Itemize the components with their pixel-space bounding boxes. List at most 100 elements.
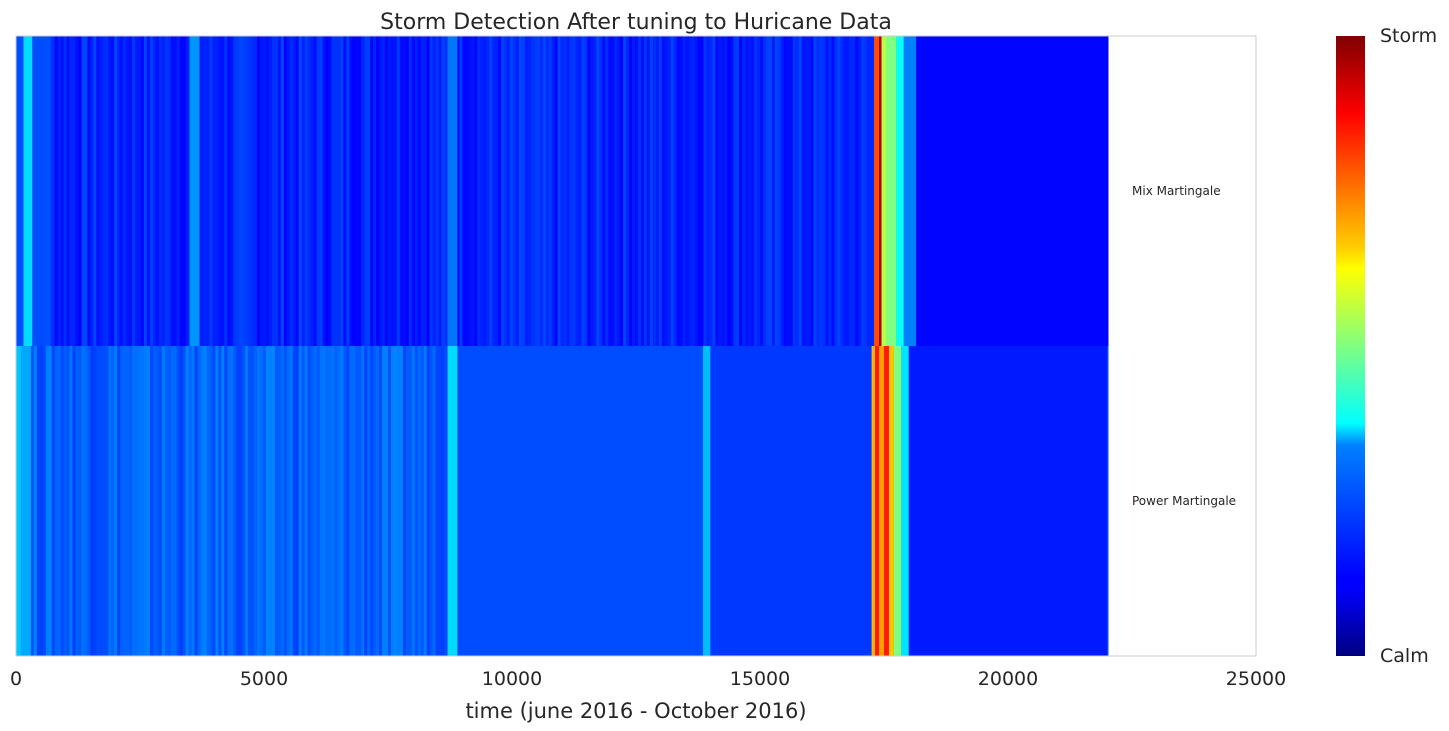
x-tick-label: 0 [10,668,22,690]
heatmap-cell [149,36,154,346]
heatmap-cell [337,346,341,656]
heatmap-cell [435,36,439,346]
heatmap-cell [379,346,383,656]
heatmap-cell [179,36,183,346]
heatmap-cell [111,36,115,346]
heatmap-cell [96,346,100,656]
heatmap-cell [554,36,558,346]
plot-frame [15,35,1257,657]
heatmap-cell [93,36,97,346]
heatmap-cell [813,36,817,346]
heatmap-cell [382,346,386,656]
heatmap-cell [498,36,502,346]
heatmap-cell [667,36,672,346]
heatmap-cell [438,36,442,346]
heatmap-cell [670,36,674,346]
heatmap-cell [343,36,347,346]
heatmap-cell [385,36,389,346]
heatmap-cell [396,346,401,656]
heatmap-cell [700,36,704,346]
heatmap-cell [72,346,76,656]
heatmap-cell [393,346,398,656]
heatmap-cell [388,346,392,656]
heatmap-cell [292,346,297,656]
heatmap-cell [867,36,871,346]
heatmap-cell [54,346,58,656]
heatmap-cell [265,346,270,656]
heatmap-cell [87,346,91,656]
heatmap-cell [694,36,698,346]
heatmap-cell [283,36,288,346]
heatmap-cell [515,36,520,346]
heatmap-cell [87,36,91,346]
heatmap-cell [236,346,240,656]
heatmap-cell [242,346,246,656]
heatmap-cell [435,346,439,656]
heatmap-cell [191,346,195,656]
heatmap-cell [593,36,597,346]
heatmap-cell [221,346,225,656]
heatmap-cell [230,346,234,656]
heatmap-cell [432,346,436,656]
heatmap-cell [84,36,88,346]
heatmap-cell [173,36,178,346]
heatmap-cell [251,36,255,346]
heatmap-cell [286,36,291,346]
heatmap-cell [99,346,103,656]
heatmap-cell [390,346,395,656]
heatmap-cell [605,36,609,346]
heatmap-cell [307,346,311,656]
x-axis-ticks: 0 5000 10000 15000 20000 25000 [10,668,1286,690]
heatmap-cell [376,346,380,656]
heatmap-cell [457,346,703,656]
heatmap-cell [102,346,106,656]
heatmap-cell [417,36,422,346]
heatmap-cell [399,36,404,346]
heatmap-cell [63,346,67,656]
heatmap-cell [408,346,413,656]
heatmap-cell [379,36,383,346]
heatmap-cell [507,36,511,346]
heatmap-cell [358,36,362,346]
heatmap-cell [602,36,606,346]
heatmap-cell [632,36,636,346]
heatmap-cell [173,346,178,656]
heatmap-cell [358,346,362,656]
heatmap-cell [54,36,58,346]
heatmap-cell [289,36,294,346]
heatmap-cell [429,36,433,346]
heatmap-cell [855,36,859,346]
heatmap-cell [32,36,51,346]
heatmap-cells [16,36,1109,656]
heatmap-cell [483,36,487,346]
heatmap-cell [916,36,1108,346]
heatmap-cell [825,36,829,346]
heatmap-cell [364,346,368,656]
heatmap-cell [373,346,377,656]
heatmap-cell [301,346,305,656]
heatmap-cell [858,36,862,346]
heatmap-cell [263,346,267,656]
heatmap-cell [471,36,475,346]
heatmap-cell [575,36,579,346]
heatmap-cell [504,36,508,346]
heatmap-cell [864,36,868,346]
heatmap-cell [444,346,448,656]
heatmap-cell [691,36,695,346]
heatmap-cell [893,346,902,656]
heatmap-cell [132,346,136,656]
heatmap-cell [263,36,267,346]
heatmap-cell [138,346,142,656]
heatmap-cell [414,36,419,346]
heatmap-cell [161,36,166,346]
heatmap-cell [257,36,261,346]
heatmap-cell [477,36,481,346]
heatmap-cell [185,346,189,656]
heatmap-cell [158,346,163,656]
heatmap-cell [167,36,172,346]
heatmap-cell [765,36,770,346]
heatmap-cell [325,36,329,346]
heatmap-cell [367,346,371,656]
heatmap-cell [289,346,294,656]
heatmap-cell [78,36,82,346]
